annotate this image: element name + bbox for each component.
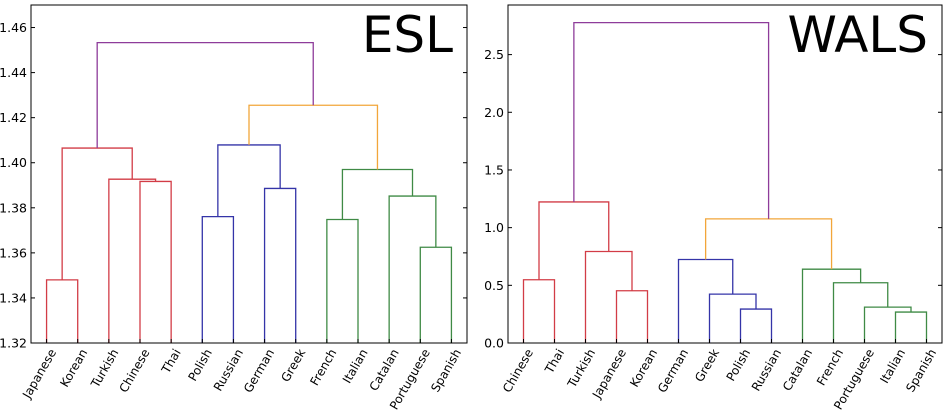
dendrogram-link: [832, 282, 889, 343]
leaf-label: Korean: [627, 347, 660, 390]
leaf-label: Polish: [724, 347, 753, 384]
leaf-label: Italian: [340, 347, 371, 386]
dendrogram-link: [61, 147, 133, 280]
dendrogram-link: [341, 168, 414, 220]
y-tick-label: 1.42: [0, 110, 27, 125]
leaf-label: Greek: [692, 346, 722, 384]
dendrogram-link: [263, 187, 297, 343]
y-tick-label: 1.38: [0, 200, 27, 215]
dendrogram-link: [326, 218, 359, 343]
leaf-label: Korean: [57, 347, 90, 390]
y-tick-label: 1.44: [0, 65, 27, 80]
leaf-label: Turkish: [564, 347, 598, 391]
y-tick-label: 0.5: [484, 278, 504, 293]
leaf-label: German: [241, 347, 277, 396]
dendrogram-link: [863, 306, 912, 343]
dendrogram-link: [538, 201, 610, 280]
dendrogram-link: [708, 293, 757, 343]
leaf-label: French: [307, 347, 339, 389]
y-tick-label: 1.34: [0, 290, 27, 305]
dendrogram-link: [139, 180, 172, 343]
leaf-label: Greek: [278, 346, 308, 384]
dendrogram-link: [388, 195, 437, 343]
leaf-label: Catalan: [780, 347, 815, 394]
dendrogram-link: [704, 218, 833, 270]
chart-title: ESL: [362, 6, 453, 64]
leaf-label: Spanish: [903, 347, 939, 395]
axes-frame: [507, 4, 943, 344]
dendrogram-link: [739, 308, 773, 343]
dendrogram-link: [201, 215, 235, 343]
chart-title: WALS: [787, 6, 928, 64]
dendrogram-link: [894, 311, 928, 343]
leaf-label: Italian: [877, 347, 908, 386]
y-tick-label: 2.5: [484, 47, 504, 62]
dendrogram-link: [248, 104, 379, 170]
dendrogram-panel-esl: 1.32 1.34 1.36 1.38 1.40 1.42 1.44 1.46 Japanese…: [0, 4, 468, 412]
y-tick-label: 1.46: [0, 20, 27, 35]
leaf-label: Chinese: [116, 347, 152, 396]
y-tick-label: 1.32: [0, 336, 27, 351]
y-tick-label: 1.36: [0, 245, 27, 260]
dendrogram-link: [677, 258, 734, 343]
dendrogram-link: [584, 250, 633, 343]
dendrogram-link: [615, 290, 649, 343]
leaf-label: Catalan: [367, 347, 402, 394]
dendrogram-link: [45, 279, 79, 343]
axes-frame: [30, 4, 468, 344]
leaf-label: Chinese: [500, 347, 536, 396]
dendrogram-link: [419, 246, 453, 343]
leaf-label: Thai: [542, 347, 567, 377]
leaf-label: French: [814, 347, 846, 389]
leaf-label: Japanese: [19, 347, 59, 402]
leaf-label: Turkish: [88, 347, 122, 391]
y-tick-label: 2.0: [484, 105, 504, 120]
leaf-label: Russian: [211, 347, 246, 394]
dendrogram-link: [801, 268, 862, 343]
leaf-label: Spanish: [428, 347, 464, 395]
dendrogram-link: [96, 41, 314, 149]
leaf-label: Thai: [158, 347, 183, 377]
y-tick-label: 0.0: [484, 336, 504, 351]
dendrogram-link: [108, 178, 157, 343]
dendrogram-link: [522, 279, 556, 343]
y-tick-label: 1.40: [0, 155, 27, 170]
leaf-label: Polish: [185, 347, 214, 384]
y-tick-label: 1.0: [484, 220, 504, 235]
dendrogram-link: [573, 21, 770, 219]
leaf-label: German: [655, 347, 691, 396]
y-tick-label: 1.5: [484, 162, 504, 177]
dendrogram-link: [217, 144, 281, 217]
